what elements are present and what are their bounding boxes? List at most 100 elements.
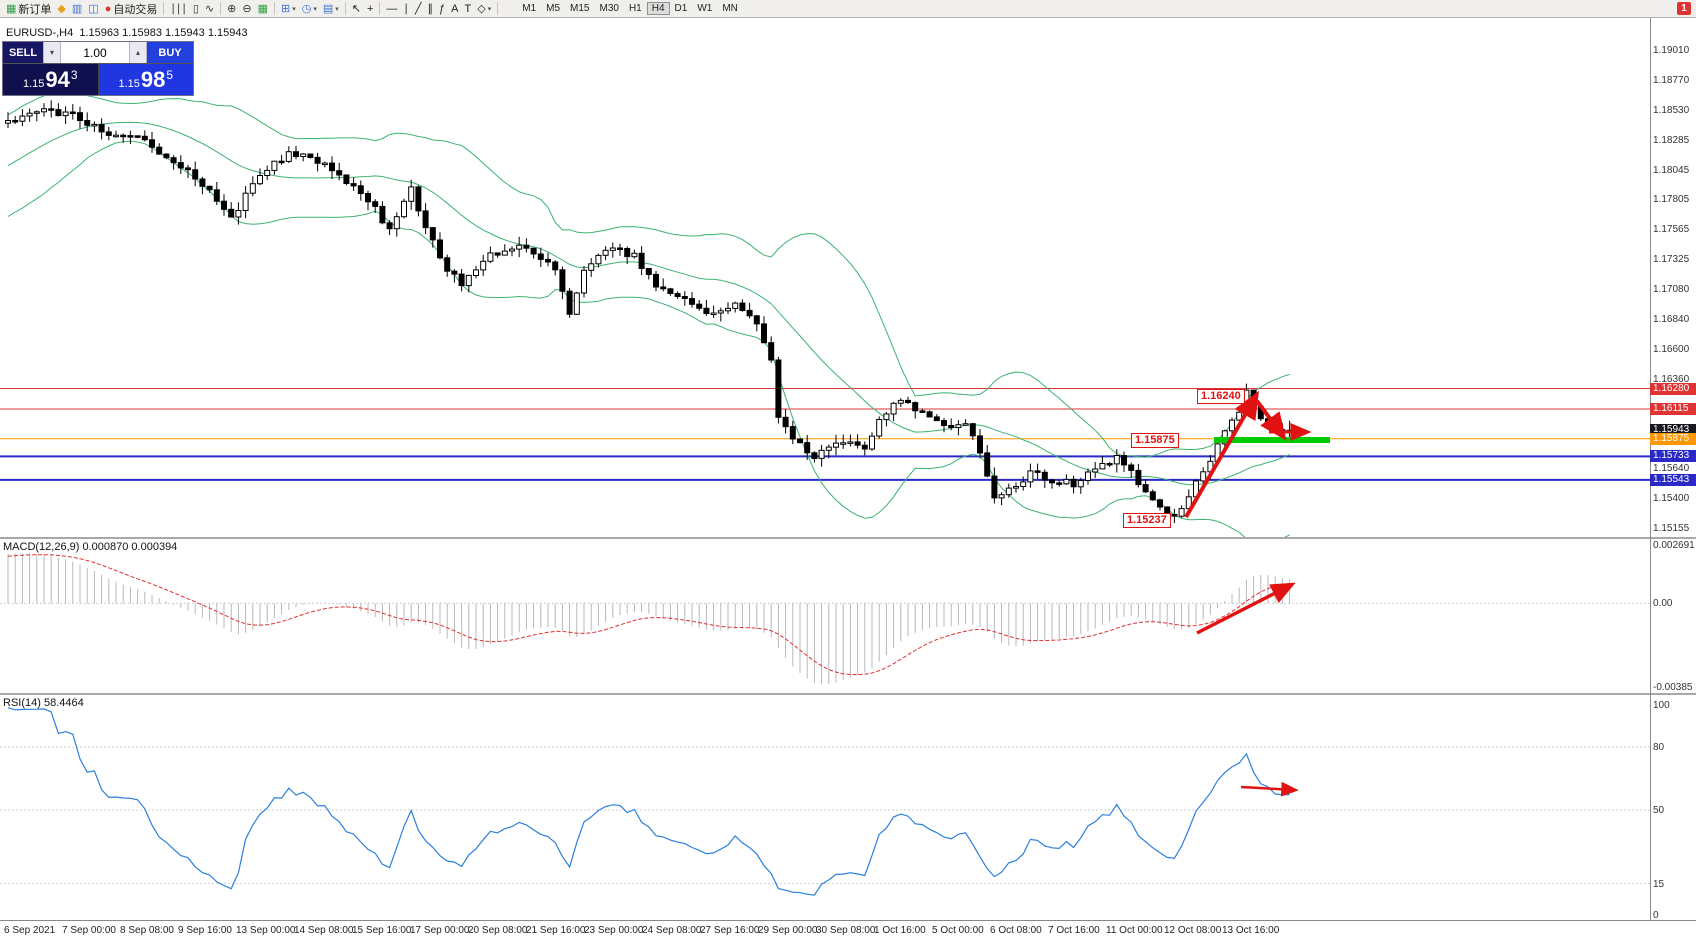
toolbar-button-label: 自动交易	[113, 3, 158, 16]
toolbar-separator	[497, 2, 499, 15]
buy-button[interactable]: BUY	[147, 42, 193, 63]
rsi-scale-label: 50	[1653, 805, 1665, 816]
price-axis-label: 1.17805	[1653, 194, 1690, 206]
sell-price-button[interactable]: 1.15 94 3	[3, 64, 98, 95]
volume-input[interactable]	[61, 42, 129, 63]
line-chart-mode-button[interactable]: ∿	[202, 1, 217, 17]
rsi-name: RSI(14)	[3, 697, 41, 709]
period-dropdown-icon: ◷	[301, 2, 312, 15]
chevron-down-icon: ▾	[335, 5, 339, 13]
shapes-button[interactable]: ◇ ▾	[474, 1, 494, 17]
price-axis-label: 1.17080	[1653, 284, 1690, 296]
macd-current-values: 0.000870 0.000394	[82, 541, 178, 553]
price-badge: 1.16115	[1650, 402, 1696, 415]
line-chart-mode-icon: ∿	[204, 2, 215, 15]
time-axis-label: 1 Oct 16:00	[874, 925, 926, 936]
price-axis-label: 1.18770	[1653, 74, 1690, 86]
price-axis-label: 1.16600	[1653, 343, 1690, 355]
timeframe-h1-button[interactable]: H1	[628, 3, 642, 14]
grid-button[interactable]: ▦	[255, 1, 271, 17]
timeframe-m1-button[interactable]: M1	[522, 3, 537, 14]
metaeditor-button[interactable]: ◆	[54, 1, 68, 17]
channel-icon: ∥	[427, 2, 434, 15]
vertical-line-button[interactable]: ∣	[400, 1, 412, 17]
market-watch-icon: ▥	[71, 2, 83, 15]
price-axis-label: 1.19010	[1653, 45, 1690, 56]
time-axis-label: 29 Sep 00:00	[758, 925, 818, 936]
candlestick-mode-button[interactable]: ▯	[190, 1, 202, 17]
timeframe-mn-button[interactable]: MN	[722, 3, 738, 14]
time-axis-label: 20 Sep 08:00	[468, 925, 528, 936]
volume-increase-button[interactable]: ▴	[129, 42, 147, 63]
metaeditor-icon: ◆	[57, 2, 66, 15]
new-chart-icon: ⊞	[280, 2, 291, 15]
price-axis-label: 1.17325	[1653, 253, 1690, 265]
macd-scale-label: 0.002691	[1653, 540, 1695, 551]
time-axis-label: 6 Oct 08:00	[990, 925, 1042, 936]
candlestick-mode-icon: ▯	[192, 2, 199, 15]
rsi-current-value: 58.4464	[43, 697, 84, 709]
time-axis-label: 30 Sep 08:00	[816, 925, 876, 936]
toolbar-separator	[273, 2, 275, 15]
rsi-scale-label: 100	[1653, 700, 1670, 711]
autotrading-button[interactable]: ● 自动交易	[102, 1, 161, 17]
template-dropdown-icon: ▤	[322, 2, 334, 15]
bar-chart-mode-button[interactable]: ∣∣∣	[167, 1, 190, 17]
horizontal-line-button[interactable]: —	[383, 1, 400, 17]
macd-label: MACD(12,26,9) 0.000870 0.000394	[3, 541, 177, 553]
buy-price-big: 98	[140, 67, 166, 92]
macd-scale-label: -0.00385	[1653, 682, 1693, 693]
channel-button[interactable]: ∥	[425, 1, 437, 17]
price-axis-label: 1.16840	[1653, 314, 1690, 326]
notification-badge[interactable]: 1	[1677, 2, 1691, 15]
bar-chart-mode-icon: ∣∣∣	[170, 2, 187, 15]
time-axis-label: 15 Sep 16:00	[352, 925, 412, 936]
rsi-label: RSI(14) 58.4464	[3, 697, 84, 709]
timeframe-w1-button[interactable]: W1	[697, 3, 713, 14]
price-annotation-box: 1.15875	[1131, 433, 1179, 448]
fibonacci-button[interactable]: ƒ	[436, 1, 448, 17]
new-order-button[interactable]: ▦ 新订单	[3, 1, 54, 17]
chevron-down-icon: ▾	[313, 5, 317, 13]
period-dropdown-button[interactable]: ◷ ▾	[299, 1, 320, 17]
new-order-icon: ▦	[6, 2, 17, 15]
time-axis-label: 21 Sep 16:00	[526, 925, 586, 936]
time-axis-label: 13 Sep 00:00	[236, 925, 296, 936]
label-icon: T	[464, 2, 472, 15]
zoom-out-icon: ⊖	[242, 2, 252, 15]
cursor-button[interactable]: ↖	[349, 1, 364, 17]
time-axis-label: 27 Sep 16:00	[700, 925, 760, 936]
macd-pane-splitter[interactable]	[0, 537, 1696, 539]
rsi-pane-splitter[interactable]	[0, 693, 1696, 695]
price-axis-border	[1650, 18, 1651, 921]
timeframe-m5-button[interactable]: M5	[546, 3, 561, 14]
price-badge: 1.15733	[1650, 450, 1696, 463]
price-axis-label: 1.17565	[1653, 224, 1690, 236]
toolbar-separator	[379, 2, 381, 15]
volume-decrease-button[interactable]: ▾	[43, 42, 61, 63]
toolbar: ▦ 新订单 ◆ ▥ ◫ ● 自动交易 ∣∣∣ ▯ ∿ ⊕ ⊖ ▦ ⊞ ▾ ◷ ▾ ▤ ▾ ↖ + — ∣ ╱ ∥ ƒ A T ◇ ▾ M1…	[0, 0, 1696, 18]
new-chart-button[interactable]: ⊞ ▾	[278, 1, 299, 17]
macd-scale-label: 0.00	[1653, 598, 1673, 609]
trendline-button[interactable]: ╱	[412, 1, 425, 17]
time-axis-label: 6 Sep 2021	[4, 925, 56, 936]
buy-price-button[interactable]: 1.15 98 5	[97, 64, 193, 95]
zoom-out-button[interactable]: ⊖	[239, 1, 254, 17]
data-window-button[interactable]: ◫	[85, 1, 101, 17]
timeframe-h4-button[interactable]: H4	[646, 2, 670, 15]
sell-button[interactable]: SELL	[3, 42, 43, 63]
shapes-icon: ◇	[477, 2, 486, 15]
crosshair-button[interactable]: +	[364, 1, 376, 17]
label-button[interactable]: T	[462, 1, 475, 17]
timeframe-d1-button[interactable]: D1	[674, 3, 688, 14]
template-dropdown-button[interactable]: ▤ ▾	[320, 1, 342, 17]
timeframe-m30-button[interactable]: M30	[599, 3, 619, 14]
timeframe-m15-button[interactable]: M15	[570, 3, 590, 14]
market-watch-button[interactable]: ▥	[69, 1, 85, 17]
time-axis-label: 7 Oct 16:00	[1048, 925, 1100, 936]
zoom-in-button[interactable]: ⊕	[224, 1, 239, 17]
text-button[interactable]: A	[448, 1, 461, 17]
crosshair-icon: +	[366, 2, 374, 15]
timeframe-bar: M1 M5 M15 M30 H1 H4 D1 W1 MN	[517, 2, 743, 15]
